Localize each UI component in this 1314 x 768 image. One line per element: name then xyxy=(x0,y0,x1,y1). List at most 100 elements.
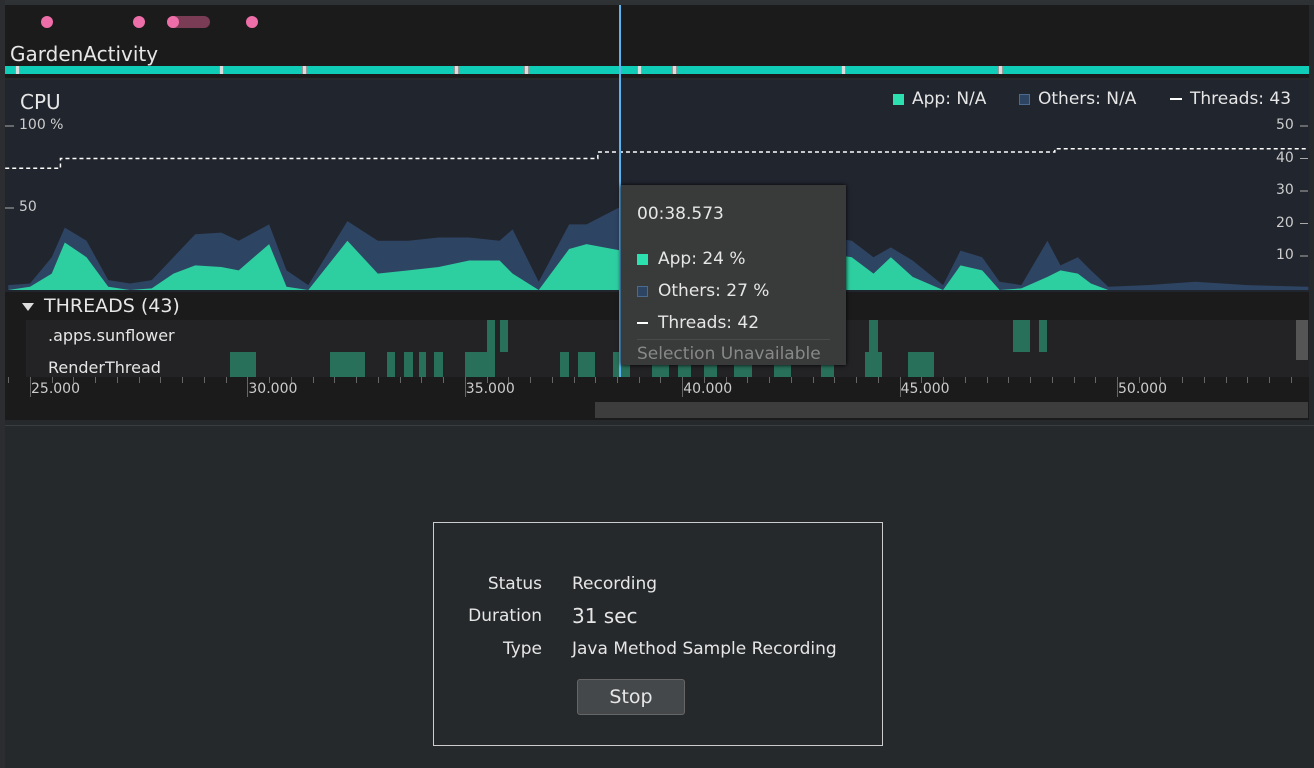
y-tick-label: 50 xyxy=(19,199,37,215)
axis-tick xyxy=(464,377,466,397)
y2-tick-label: 20 xyxy=(1276,214,1294,231)
thread-state-segment[interactable] xyxy=(864,352,883,377)
threads-dash-icon xyxy=(637,322,648,324)
thread-state-segment[interactable] xyxy=(330,352,365,377)
thread-name[interactable]: .apps.sunflower xyxy=(48,326,175,345)
thread-name[interactable]: RenderThread xyxy=(48,358,161,377)
axis-tick xyxy=(1182,377,1184,383)
axis-tick xyxy=(225,377,227,383)
axis-tick xyxy=(508,377,510,383)
cpu-title: CPU xyxy=(20,90,61,114)
event-track xyxy=(5,5,1309,45)
threads-dash-icon xyxy=(1170,98,1182,100)
threads-header[interactable]: THREADS (43) xyxy=(22,295,180,317)
thread-state-segment[interactable] xyxy=(577,352,596,377)
app-swatch-icon xyxy=(893,93,904,105)
thread-state-segment[interactable] xyxy=(486,320,496,352)
activity-marker[interactable] xyxy=(997,66,1003,74)
axis-tick xyxy=(399,377,401,383)
thread-state-segment[interactable] xyxy=(869,320,878,352)
axis-tick xyxy=(95,377,97,383)
axis-tick xyxy=(530,377,532,383)
thread-state-segment[interactable] xyxy=(499,320,509,352)
axis-tick xyxy=(1290,377,1292,383)
tooltip-selection: Selection Unavailable xyxy=(637,339,830,364)
tooltip: 00:38.573 App: 24 % Others: 27 % Threads… xyxy=(621,185,846,365)
axis-tick xyxy=(247,377,249,397)
axis-tick xyxy=(312,377,314,383)
stop-button[interactable]: Stop xyxy=(577,679,685,715)
axis-tick xyxy=(160,377,162,383)
type-label: Type xyxy=(502,639,542,659)
thread-state-segment[interactable] xyxy=(560,352,570,377)
tooltip-time: 00:38.573 xyxy=(637,204,724,224)
legend-others-label: Others: N/A xyxy=(1038,89,1137,109)
vertical-scrollbar[interactable] xyxy=(1296,320,1308,360)
thread-state-segment[interactable] xyxy=(1038,320,1048,352)
axis-tick xyxy=(682,377,684,397)
touch-event-dot[interactable] xyxy=(245,16,258,28)
axis-tick-label: 30.000 xyxy=(248,381,298,397)
thread-state-segment[interactable] xyxy=(419,352,426,377)
axis-tick-label: 35.000 xyxy=(465,381,515,397)
legend-others: Others: N/A xyxy=(1019,89,1136,109)
horizontal-scrollbar[interactable] xyxy=(595,402,1308,418)
axis-tick xyxy=(986,377,988,383)
activity-marker[interactable] xyxy=(14,66,20,74)
axis-tick xyxy=(138,377,140,383)
legend-app-label: App: N/A xyxy=(912,89,987,109)
axis-tick xyxy=(334,377,336,383)
thread-state-segment[interactable] xyxy=(403,352,413,377)
activity-marker[interactable] xyxy=(671,66,677,74)
touch-event-dot[interactable] xyxy=(41,16,54,28)
cursor-line xyxy=(619,5,622,377)
y2-tick-label: 40 xyxy=(1276,149,1294,166)
y2-tick-label: 30 xyxy=(1276,182,1294,198)
thread-state-segment[interactable] xyxy=(1012,320,1031,352)
touch-event-dot[interactable] xyxy=(167,16,180,28)
others-swatch-icon xyxy=(637,285,648,297)
top-border xyxy=(0,0,1314,5)
axis-tick-label: 50.000 xyxy=(1118,381,1167,397)
thread-state-segment[interactable] xyxy=(908,352,935,377)
touch-event-dot[interactable] xyxy=(132,16,145,28)
activity-marker[interactable] xyxy=(219,66,225,74)
axis-tick xyxy=(290,377,292,383)
activity-marker[interactable] xyxy=(523,66,529,74)
axis-tick xyxy=(790,377,792,383)
duration-value: 31 sec xyxy=(572,604,638,628)
activity-marker[interactable] xyxy=(636,66,642,74)
axis-tick xyxy=(638,377,640,383)
legend-app: App: N/A xyxy=(893,89,986,109)
axis-tick xyxy=(116,377,118,383)
axis-tick xyxy=(486,377,488,383)
axis-tick xyxy=(1051,377,1053,383)
activity-bar[interactable] xyxy=(5,66,1309,74)
axis-tick xyxy=(356,377,358,383)
axis-tick-label: 45.000 xyxy=(900,381,950,397)
activity-marker[interactable] xyxy=(841,66,847,74)
axis-tick xyxy=(1160,377,1162,383)
axis-tick xyxy=(8,377,10,383)
thread-state-segment[interactable] xyxy=(434,352,444,377)
axis-tick xyxy=(660,377,662,383)
recording-status-panel: Status Recording Duration 31 sec Type Ja… xyxy=(433,522,883,746)
y2-tick-label: 10 xyxy=(1276,247,1294,263)
left-border xyxy=(0,0,5,768)
thread-state-segment[interactable] xyxy=(386,352,396,377)
status-value: Recording xyxy=(572,574,658,594)
activity-marker[interactable] xyxy=(454,66,460,74)
axis-tick xyxy=(595,377,597,383)
legend-threads: Threads: 43 xyxy=(1170,89,1291,109)
time-axis xyxy=(5,377,1309,401)
thread-state-segment[interactable] xyxy=(464,352,496,377)
y-tick-label: 100 % xyxy=(19,117,64,133)
axis-tick-label: 25.000 xyxy=(31,381,80,397)
status-label: Status xyxy=(487,574,542,594)
thread-state-segment[interactable] xyxy=(230,352,257,377)
axis-tick xyxy=(856,377,858,383)
activity-marker[interactable] xyxy=(301,66,307,74)
axis-tick xyxy=(182,377,184,383)
axis-tick xyxy=(943,377,945,383)
collapse-triangle-icon[interactable] xyxy=(22,302,34,311)
